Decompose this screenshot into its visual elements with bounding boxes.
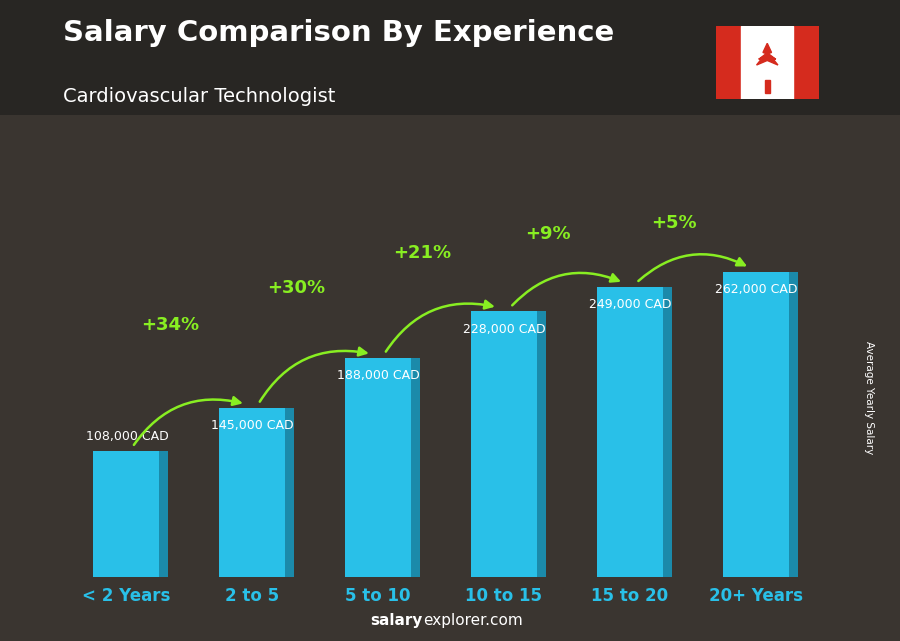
- Text: 262,000 CAD: 262,000 CAD: [715, 283, 797, 296]
- Text: explorer.com: explorer.com: [423, 613, 523, 628]
- Polygon shape: [158, 451, 167, 577]
- Text: +30%: +30%: [267, 279, 325, 297]
- Bar: [793, 26, 819, 99]
- Bar: [742, 26, 793, 99]
- Bar: [765, 80, 770, 93]
- Text: 249,000 CAD: 249,000 CAD: [589, 298, 671, 312]
- Bar: [598, 287, 662, 577]
- Text: Cardiovascular Technologist: Cardiovascular Technologist: [63, 87, 336, 106]
- Text: 108,000 CAD: 108,000 CAD: [86, 430, 168, 444]
- Polygon shape: [788, 272, 797, 577]
- Text: +5%: +5%: [652, 214, 697, 232]
- Bar: [94, 451, 158, 577]
- Polygon shape: [662, 287, 671, 577]
- Text: +34%: +34%: [141, 316, 199, 334]
- Text: +9%: +9%: [526, 225, 571, 244]
- Bar: [716, 26, 742, 99]
- Bar: [724, 272, 788, 577]
- Polygon shape: [410, 358, 419, 577]
- Polygon shape: [284, 408, 293, 577]
- Text: Average Yearly Salary: Average Yearly Salary: [863, 341, 874, 454]
- Bar: [220, 408, 284, 577]
- Bar: [472, 311, 536, 577]
- Polygon shape: [536, 311, 545, 577]
- Text: 228,000 CAD: 228,000 CAD: [463, 322, 545, 336]
- Text: 188,000 CAD: 188,000 CAD: [337, 369, 419, 382]
- Polygon shape: [757, 44, 778, 65]
- Text: 145,000 CAD: 145,000 CAD: [211, 419, 293, 433]
- Text: salary: salary: [371, 613, 423, 628]
- Bar: [346, 358, 410, 577]
- Text: Salary Comparison By Experience: Salary Comparison By Experience: [63, 19, 614, 47]
- Text: +21%: +21%: [393, 244, 451, 262]
